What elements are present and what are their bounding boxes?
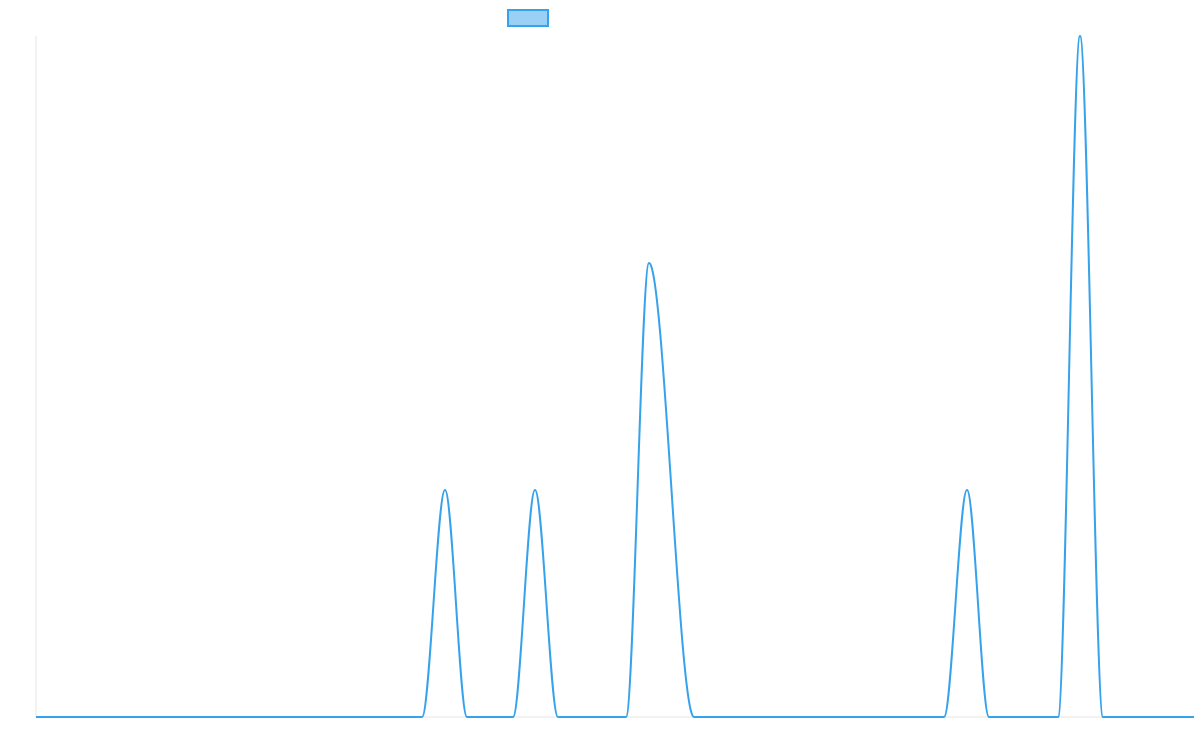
- legend-swatch[interactable]: [507, 9, 549, 27]
- series-line-0: [35, 35, 1194, 719]
